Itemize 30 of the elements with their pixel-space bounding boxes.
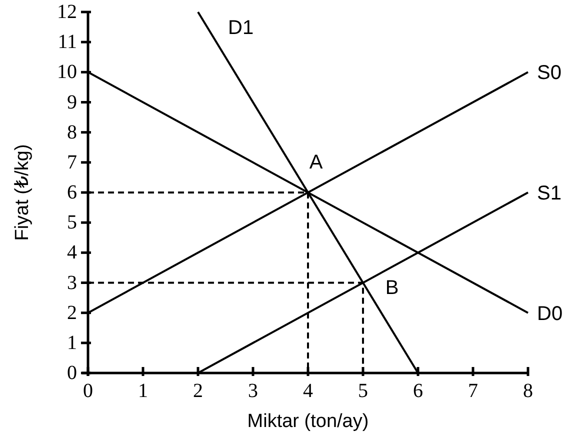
series-label: S0 bbox=[537, 62, 562, 84]
x-tick-label: 4 bbox=[303, 380, 313, 402]
y-tick-label: 1 bbox=[67, 332, 77, 354]
y-tick-label: 4 bbox=[67, 242, 77, 264]
y-tick-label: 10 bbox=[57, 61, 77, 84]
series-label: S1 bbox=[537, 182, 562, 204]
x-tick-label: 8 bbox=[523, 380, 533, 402]
y-tick-label: 12 bbox=[57, 1, 77, 23]
y-tick-label: 5 bbox=[67, 212, 77, 234]
x-axis-title: Miktar (ton/ay) bbox=[247, 411, 369, 432]
y-tick-label: 9 bbox=[67, 91, 77, 114]
x-tick-label: 7 bbox=[468, 380, 478, 402]
annotation: A bbox=[309, 152, 324, 174]
y-tick-label: 6 bbox=[67, 182, 77, 204]
x-tick-label: 0 bbox=[83, 380, 93, 402]
x-tick-label: 1 bbox=[138, 380, 148, 402]
series-label: D0 bbox=[537, 302, 563, 325]
y-tick-label: 11 bbox=[58, 31, 77, 54]
series-label: D1 bbox=[228, 17, 254, 39]
y-tick-label: 8 bbox=[67, 121, 77, 144]
x-tick-label: 2 bbox=[193, 380, 203, 402]
annotation: B bbox=[385, 276, 399, 299]
y-tick-label: 0 bbox=[67, 362, 77, 384]
y-axis-title: Fiyat (₺/kg) bbox=[12, 144, 32, 241]
y-tick-label: 3 bbox=[67, 272, 77, 294]
x-tick-label: 5 bbox=[358, 380, 368, 402]
x-tick-label: 6 bbox=[413, 380, 423, 402]
y-tick-label: 2 bbox=[67, 302, 77, 324]
x-tick-label: 3 bbox=[248, 380, 258, 402]
y-tick-label: 7 bbox=[67, 151, 77, 174]
